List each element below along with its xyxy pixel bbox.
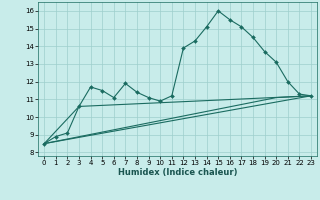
X-axis label: Humidex (Indice chaleur): Humidex (Indice chaleur) <box>118 168 237 177</box>
